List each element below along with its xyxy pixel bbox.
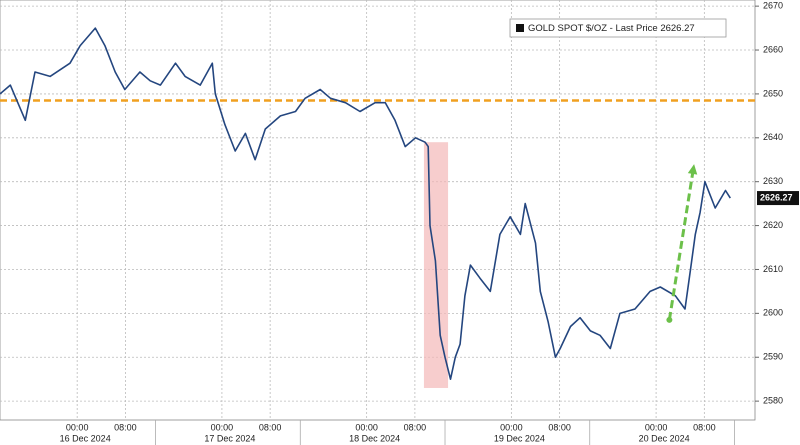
x-tick-label: 00:00 [66,422,89,432]
x-date-label: 18 Dec 2024 [349,433,400,443]
x-tick-label: 00:00 [645,422,668,432]
y-tick-label: 2650 [763,88,783,98]
x-date-label: 19 Dec 2024 [494,433,545,443]
last-price-tag [757,191,799,206]
y-tick-label: 2640 [763,132,783,142]
arrow-head [687,164,698,175]
y-tick-label: 2620 [763,220,783,230]
x-tick-label: 00:00 [355,422,378,432]
legend-swatch [516,24,524,32]
x-tick-label: 08:00 [259,422,282,432]
y-tick-label: 2580 [763,396,783,406]
y-tick-label: 2670 [763,1,783,11]
x-date-label: 20 Dec 2024 [639,433,690,443]
x-tick-label: 08:00 [404,422,427,432]
legend-label: GOLD SPOT $/OZ - Last Price 2626.27 [528,23,695,34]
plot-area [0,0,756,421]
x-tick-label: 08:00 [693,422,716,432]
y-tick-label: 2590 [763,352,783,362]
legend-box [509,18,727,38]
price-line [0,27,731,380]
last-price-label: 2626.27 [760,192,793,202]
x-tick-label: 08:00 [114,422,137,432]
x-date-label: 17 Dec 2024 [204,433,255,443]
x-date-label: 16 Dec 2024 [60,433,111,443]
trend-arrow [667,172,695,321]
y-tick-label: 2660 [763,44,783,54]
x-tick-label: 00:00 [500,422,523,432]
y-tick-label: 2600 [763,308,783,318]
y-tick-label: 2610 [763,264,783,274]
y-tick-label: 2630 [763,176,783,186]
x-tick-label: 08:00 [548,422,571,432]
x-tick-label: 00:00 [211,422,234,432]
legend: GOLD SPOT $/OZ - Last Price 2626.27 [509,18,727,38]
